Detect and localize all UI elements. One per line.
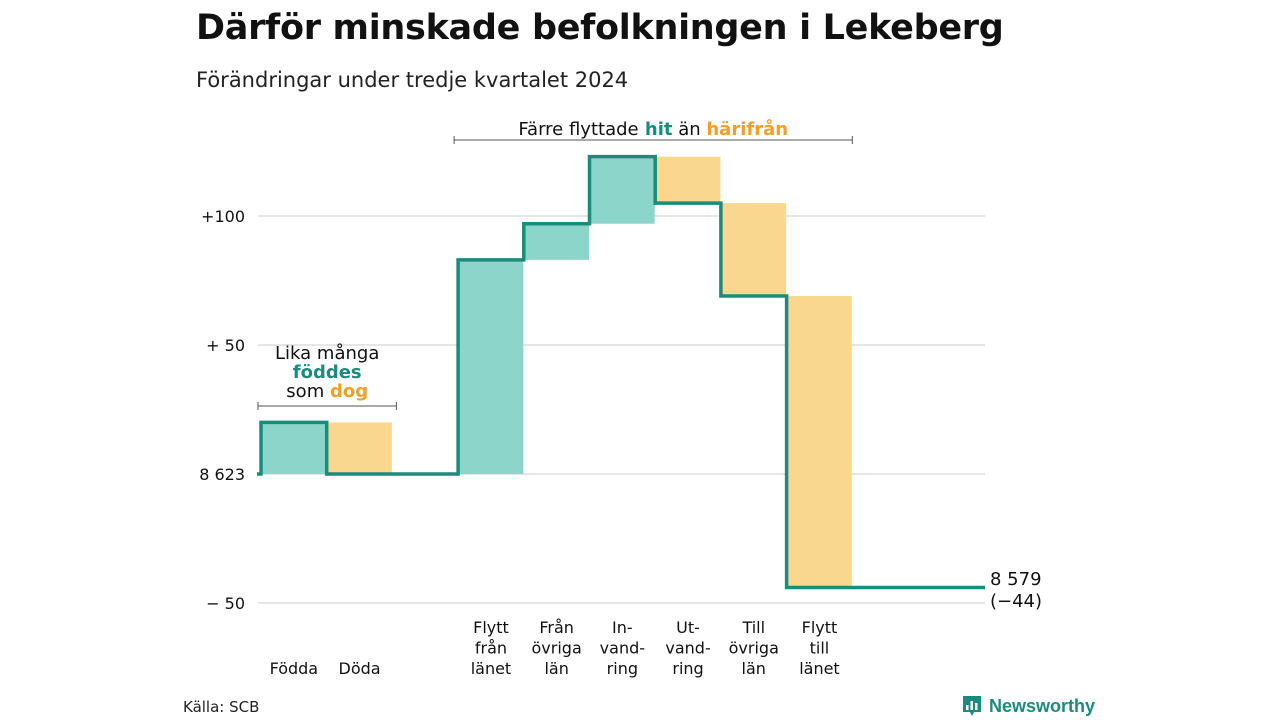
y-tick-label: + 50 (206, 336, 245, 355)
left-annotation-line1: Lika många (275, 343, 379, 364)
category-label: övriga (532, 639, 582, 658)
end-value-label: 8 579 (990, 569, 1042, 590)
cumulative-step-line (257, 154, 985, 590)
inflow-bar (589, 156, 655, 224)
y-tick-label: +100 (201, 207, 245, 226)
outflow-bar (720, 203, 787, 296)
newsworthy-logo[interactable]: Newsworthy (961, 694, 1095, 718)
left-annotation-line2: föddes (293, 362, 362, 383)
category-label: Ut- (676, 618, 700, 637)
inflow-bar (261, 422, 327, 474)
y-tick-label: − 50 (206, 594, 245, 613)
chart-title: Därför minskade befolkningen i Lekeberg (196, 8, 1004, 48)
category-label: Till (741, 618, 765, 637)
category-label: län (544, 659, 568, 678)
category-label: till (810, 639, 830, 658)
category-label: Födda (270, 659, 319, 678)
outflow-bar (786, 295, 852, 588)
bar-chart-pin-icon (963, 696, 981, 716)
category-label: från (475, 639, 507, 658)
category-label: vand- (665, 639, 710, 658)
left-annotation-line3: som dog (286, 381, 368, 402)
y-tick-label: 8 623 (199, 465, 245, 484)
logo-text: Newsworthy (989, 695, 1096, 716)
category-label: ring (672, 659, 703, 678)
category-label: Döda (339, 659, 381, 678)
outflow-bar (326, 422, 392, 474)
inflow-bar (523, 223, 589, 260)
category-label: Flytt (802, 618, 838, 637)
category-label: övriga (729, 639, 779, 658)
end-change-label: (−44) (990, 591, 1042, 612)
category-label: län (742, 659, 766, 678)
inflow-bar (458, 259, 524, 474)
category-label: ring (607, 659, 638, 678)
top-annotation: Färre flyttade hit än härifrån (518, 118, 788, 140)
source-label: Källa: SCB (183, 698, 260, 716)
category-label: In- (612, 618, 633, 637)
outflow-bar (655, 156, 721, 204)
category-label: Flytt (473, 618, 509, 637)
chart-subtitle: Förändringar under tredje kvartalet 2024 (196, 68, 629, 92)
category-label: vand- (600, 639, 645, 658)
category-label: Från (539, 618, 574, 637)
category-label: länet (799, 659, 840, 678)
category-label: länet (471, 659, 512, 678)
